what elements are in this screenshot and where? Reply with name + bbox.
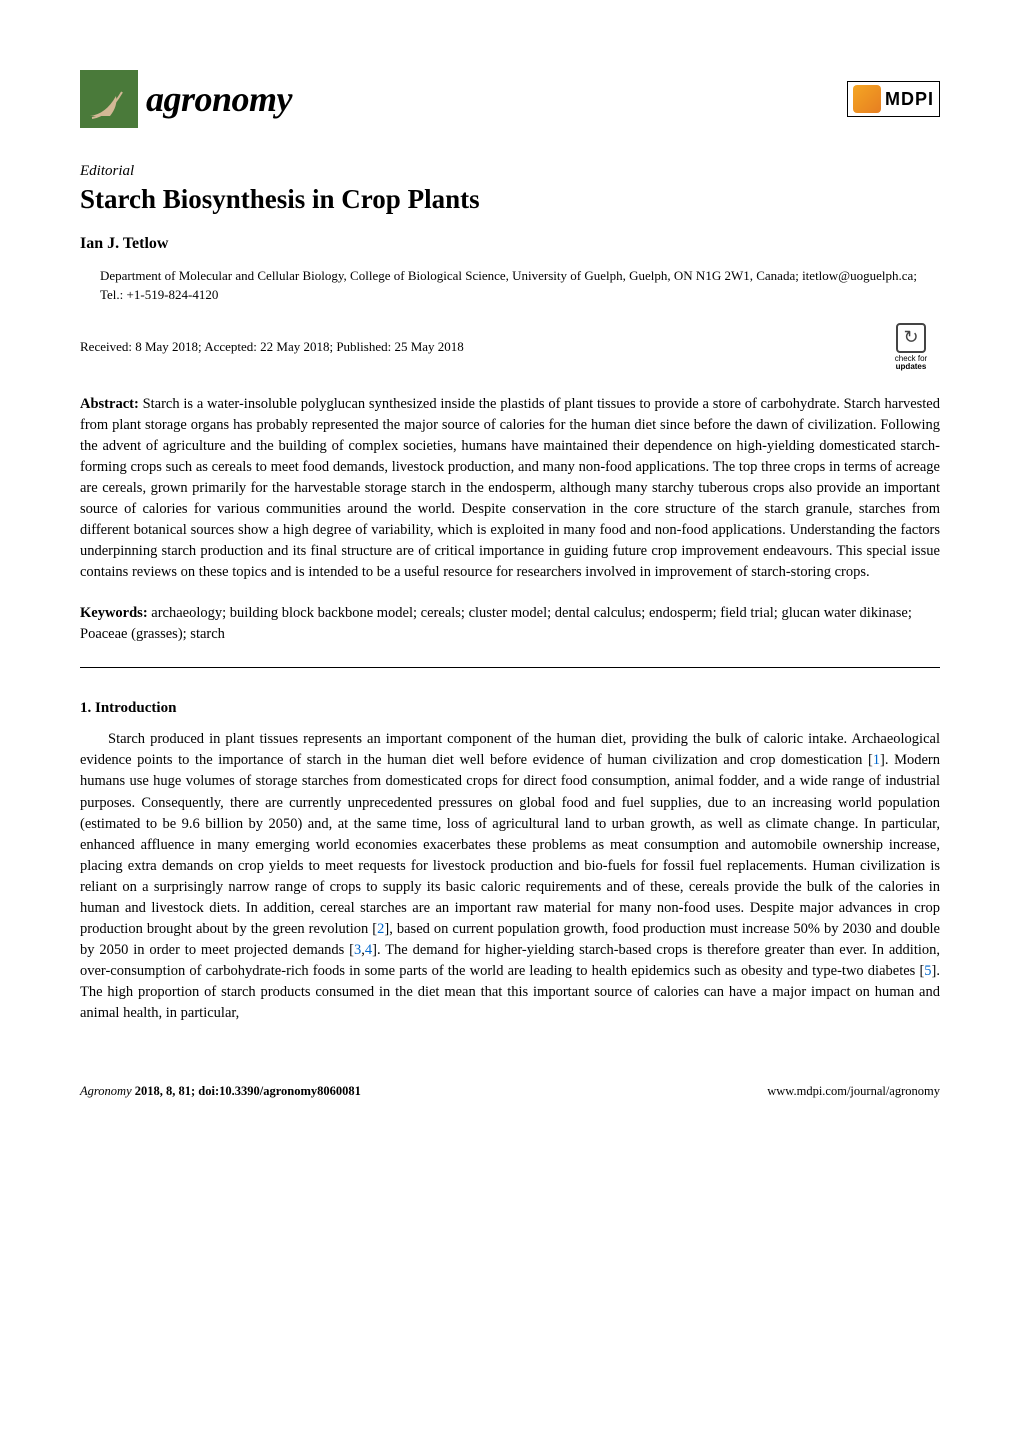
section-1-heading: 1. Introduction (80, 700, 940, 717)
check-updates-text: check for updates (895, 355, 927, 373)
abstract-text: Starch is a water-insoluble polyglucan s… (80, 396, 940, 580)
publication-dates: Received: 8 May 2018; Accepted: 22 May 2… (80, 339, 464, 355)
keywords-text: archaeology; building block backbone mod… (80, 605, 912, 642)
header-row: agronomy MDPI (80, 70, 940, 128)
author-affiliation: Department of Molecular and Cellular Bio… (80, 267, 940, 305)
check-updates-badge[interactable]: ↻ check for updates (882, 323, 940, 373)
journal-logo-block: agronomy (80, 70, 292, 128)
page-footer: Agronomy 2018, 8, 81; doi:10.3390/agrono… (80, 1084, 940, 1099)
reference-link-1[interactable]: 1 (873, 752, 880, 768)
publisher-name: MDPI (885, 89, 934, 110)
body-text-fragment: ]. Modern humans use huge volumes of sto… (80, 752, 940, 936)
abstract-block: Abstract: Starch is a water-insoluble po… (80, 394, 940, 583)
body-text-fragment: Starch produced in plant tissues represe… (80, 731, 940, 768)
publisher-logo: MDPI (847, 81, 940, 117)
section-1-paragraph-1: Starch produced in plant tissues represe… (80, 729, 940, 1023)
keywords-label: Keywords: (80, 605, 148, 621)
agronomy-logo-icon (80, 70, 138, 128)
footer-citation: 2018, 8, 81; doi:10.3390/agronomy8060081 (132, 1084, 361, 1098)
keywords-block: Keywords: archaeology; building block ba… (80, 603, 940, 645)
reference-link-5[interactable]: 5 (924, 963, 931, 979)
check-updates-label: check for (895, 354, 927, 363)
check-updates-icon: ↻ (896, 323, 926, 353)
dates-row: Received: 8 May 2018; Accepted: 22 May 2… (80, 323, 940, 373)
section-divider (80, 667, 940, 668)
check-updates-bold: updates (896, 362, 927, 371)
footer-journal-italic: Agronomy (80, 1084, 132, 1098)
abstract-label: Abstract: (80, 396, 139, 412)
article-title: Starch Biosynthesis in Crop Plants (80, 184, 940, 215)
mdpi-swirl-icon (853, 85, 881, 113)
author-name: Ian J. Tetlow (80, 235, 940, 253)
footer-right: www.mdpi.com/journal/agronomy (767, 1084, 940, 1099)
article-type: Editorial (80, 163, 940, 180)
journal-name: agronomy (146, 78, 292, 120)
footer-left: Agronomy 2018, 8, 81; doi:10.3390/agrono… (80, 1084, 361, 1099)
